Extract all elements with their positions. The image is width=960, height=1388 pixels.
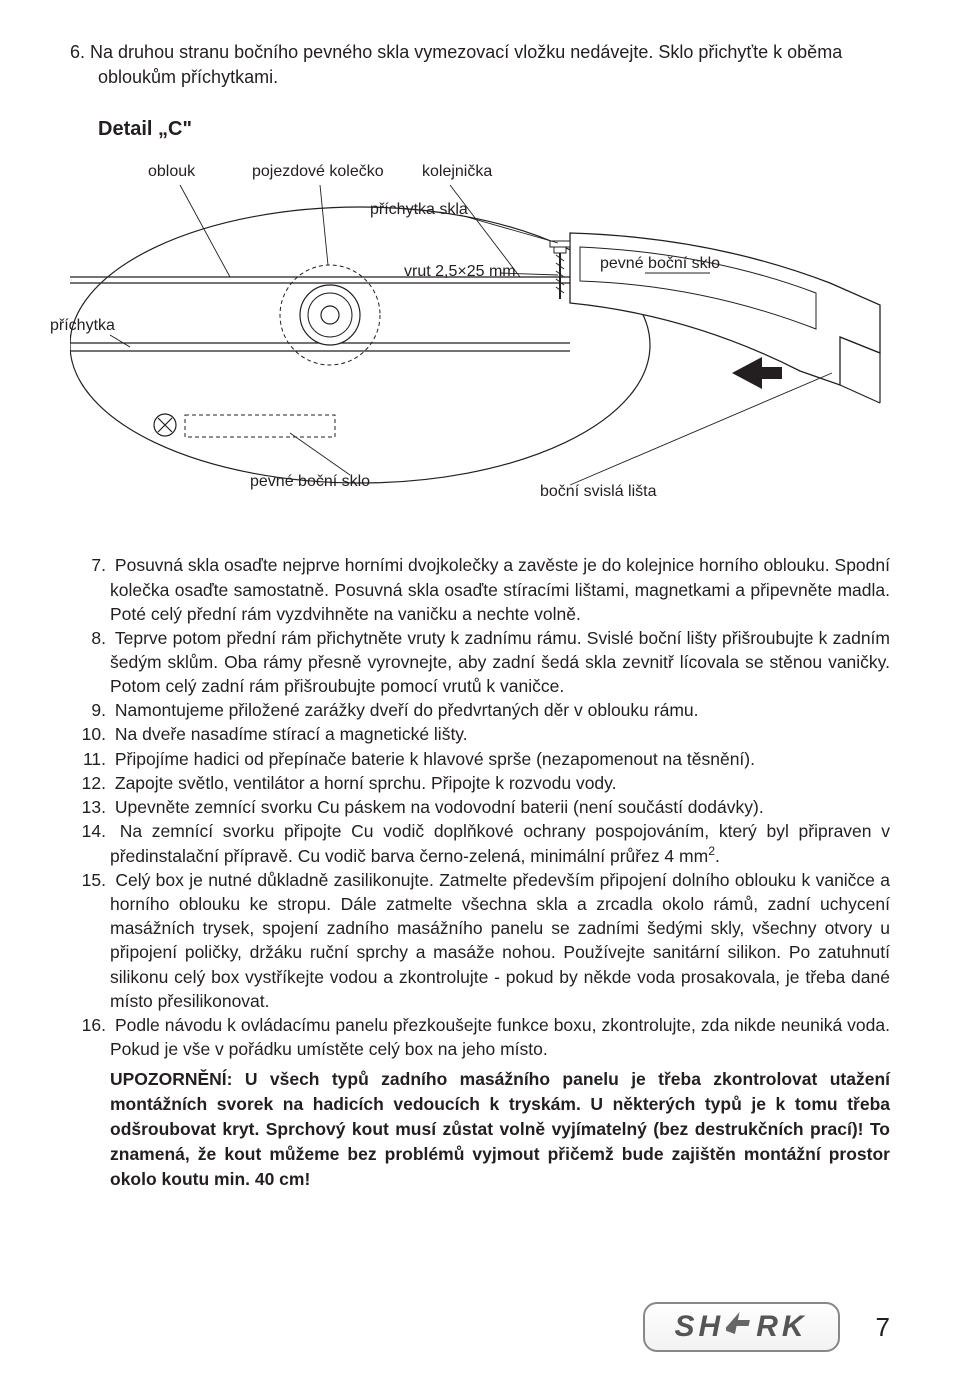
detail-c-diagram: oblouk pojezdové kolečko kolejnička příc… — [70, 155, 890, 535]
step-16: 16. Podle návodu k ovládacímu panelu pře… — [70, 1013, 890, 1061]
step-13: 13. Upevněte zemnící svorku Cu páskem na… — [70, 795, 890, 819]
step-6-text: Na druhou stranu bočního pevného skla vy… — [90, 42, 842, 87]
diagram-svg — [70, 155, 890, 535]
warning-paragraph: UPOZORNĚNÍ: U všech typů zadního masážní… — [70, 1067, 890, 1191]
page-number: 7 — [876, 1312, 890, 1343]
detail-c-title: Detail „C" — [70, 118, 890, 141]
label-pevne-bocni-bot: pevné boční sklo — [250, 473, 370, 491]
shark-logo: SH RK — [643, 1302, 840, 1352]
step-10: 10. Na dveře nasadíme stírací a magnetic… — [70, 722, 890, 746]
step-12: 12. Zapojte světlo, ventilátor a horní s… — [70, 771, 890, 795]
step-8: 8. Teprve potom přední rám přichytněte v… — [70, 626, 890, 698]
page-footer: SH RK 7 — [643, 1302, 891, 1352]
step-11: 11. Připojíme hadici od přepínače bateri… — [70, 747, 890, 771]
logo-text: SH RK — [675, 1310, 808, 1344]
label-prichytka: příchytka — [50, 317, 115, 335]
label-vrut: vrut 2,5×25 mm — [404, 263, 516, 281]
step-9: 9. Namontujeme přiložené zarážky dveří d… — [70, 698, 890, 722]
step-14: 14. Na zemnící svorku připojte Cu vodič … — [70, 819, 890, 868]
logo-arrow-icon — [726, 1310, 754, 1344]
step-6: 6. Na druhou stranu bočního pevného skla… — [70, 40, 890, 90]
step-7: 7. Posuvná skla osaďte nejprve horními d… — [70, 553, 890, 625]
step-15: 15. Celý box je nutné důkladně zasilikon… — [70, 868, 890, 1013]
label-pevne-bocni-top: pevné boční sklo — [600, 255, 720, 273]
label-kolejnicka: kolejnička — [422, 163, 492, 181]
label-pojezd: pojezdové kolečko — [252, 163, 384, 181]
label-oblouk: oblouk — [148, 163, 195, 181]
label-prichytka-skla: příchytka skla — [370, 201, 468, 219]
steps-list: 7. Posuvná skla osaďte nejprve horními d… — [70, 553, 890, 1061]
label-bocni-lista: boční svislá lišta — [540, 483, 657, 501]
step-6-num: 6. — [70, 42, 85, 62]
